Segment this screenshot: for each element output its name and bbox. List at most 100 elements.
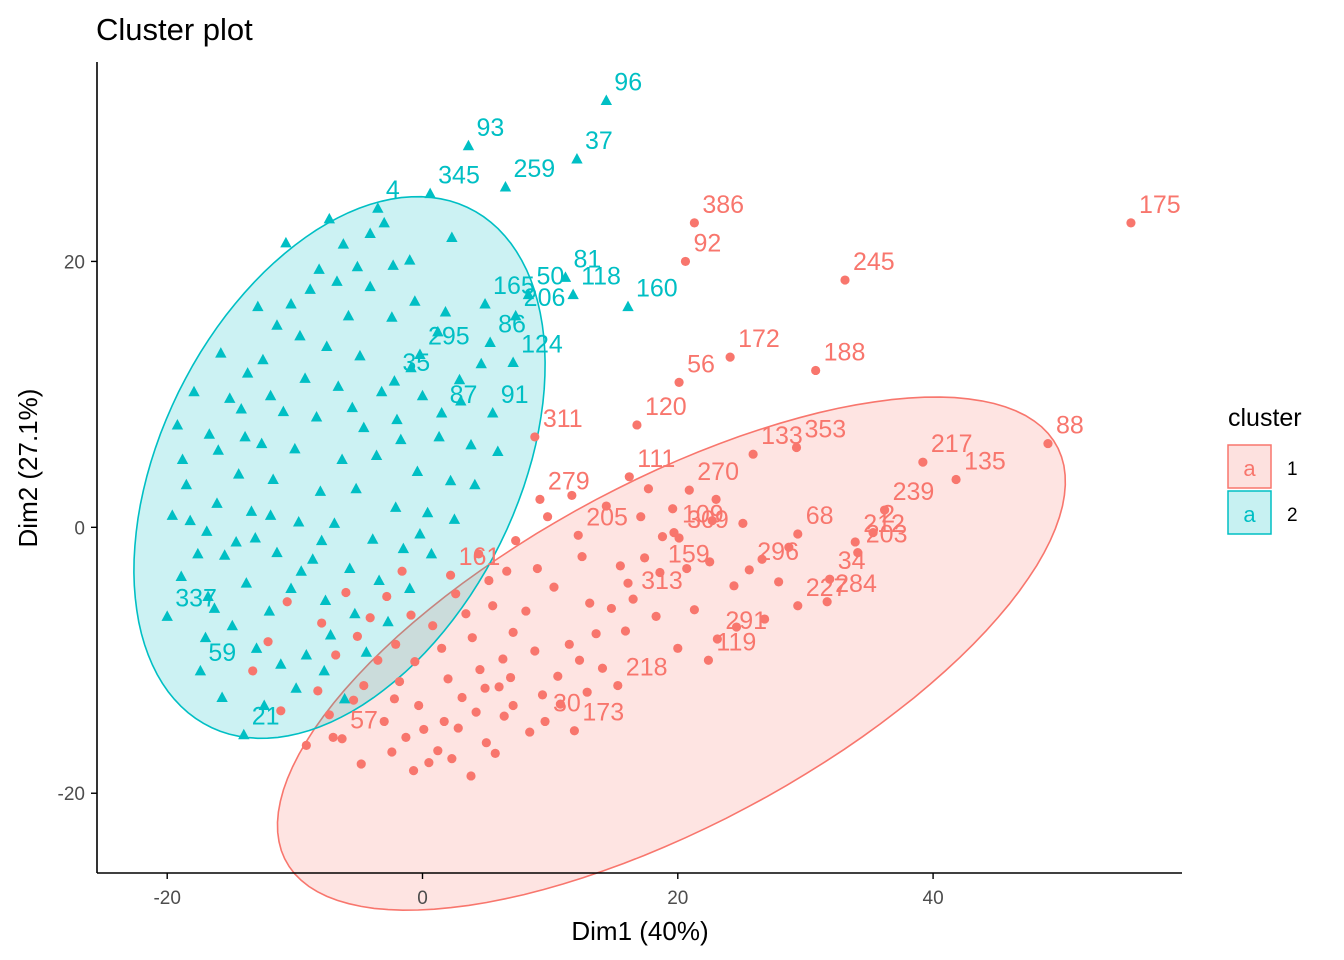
legend: cluster a 1 a 2 <box>1227 404 1302 535</box>
data-point <box>475 357 487 369</box>
data-point <box>505 672 516 683</box>
data-point <box>535 494 545 505</box>
data-point <box>201 525 213 536</box>
point-label: 109 <box>682 501 724 529</box>
y-tick-label: 0 <box>74 518 85 539</box>
data-point <box>263 605 276 616</box>
data-point <box>313 263 325 274</box>
legend-glyph-1: a <box>1243 456 1256 481</box>
data-point <box>711 494 721 505</box>
point-label: 4 <box>386 176 400 204</box>
point-label: 50 <box>536 263 564 291</box>
cluster-1-ellipse <box>276 396 1067 912</box>
data-point <box>462 139 475 151</box>
point-label: 353 <box>805 416 847 444</box>
point-label: 124 <box>521 330 563 358</box>
data-point <box>571 153 583 164</box>
data-point <box>484 336 496 348</box>
data-point <box>360 646 373 657</box>
data-point <box>421 506 434 518</box>
data-point <box>166 509 179 520</box>
point-label: 119 <box>716 628 756 656</box>
data-point <box>382 615 394 627</box>
data-point <box>314 485 327 496</box>
data-point <box>744 565 754 575</box>
data-point <box>601 501 611 511</box>
point-label: 291 <box>725 607 767 635</box>
data-point <box>404 254 416 265</box>
data-point <box>559 271 572 282</box>
data-point <box>372 202 384 213</box>
data-point <box>397 542 410 554</box>
data-point <box>364 280 376 292</box>
data-point <box>446 231 458 242</box>
data-point <box>295 565 307 576</box>
data-point <box>411 465 424 476</box>
data-point <box>542 512 553 522</box>
point-label: 165 <box>493 272 535 300</box>
data-point <box>703 655 714 665</box>
legend-glyph-2: a <box>1243 502 1256 527</box>
data-point <box>624 472 634 482</box>
data-point <box>414 700 424 711</box>
data-point <box>379 716 389 727</box>
point-label: 34 <box>838 547 866 575</box>
data-point <box>540 716 550 727</box>
point-label: 91 <box>501 381 529 409</box>
data-point <box>712 634 722 644</box>
data-point <box>951 474 961 485</box>
data-point <box>490 748 500 758</box>
data-point <box>622 300 634 312</box>
data-point <box>680 256 691 267</box>
x-tick-label: 20 <box>667 888 688 909</box>
data-point <box>188 385 200 397</box>
data-point <box>226 619 239 631</box>
data-point <box>620 626 631 636</box>
data-point <box>1043 438 1053 449</box>
data-point <box>825 574 835 584</box>
data-point <box>389 694 400 704</box>
data-point <box>409 295 421 306</box>
data-point <box>263 637 273 647</box>
data-point <box>304 283 316 294</box>
data-point <box>447 754 457 764</box>
legend-label-2: 2 <box>1287 505 1298 526</box>
point-label: 313 <box>641 567 683 595</box>
data-point <box>424 187 436 199</box>
data-point <box>323 212 336 224</box>
data-point <box>194 664 207 676</box>
data-point <box>793 529 803 539</box>
point-label: 284 <box>835 570 877 598</box>
data-point <box>705 557 715 567</box>
data-point <box>328 517 341 528</box>
data-point <box>406 610 416 620</box>
data-point <box>597 663 608 673</box>
data-point <box>433 430 445 442</box>
data-point <box>444 474 457 486</box>
data-point <box>394 676 405 687</box>
data-point <box>466 771 476 781</box>
data-point <box>655 567 665 578</box>
data-point <box>180 478 193 490</box>
data-point <box>509 309 522 321</box>
data-point <box>252 300 264 312</box>
y-tick-label: 20 <box>64 252 85 273</box>
point-label: 135 <box>964 447 1006 475</box>
data-point <box>240 577 253 588</box>
chart-title: Cluster plot <box>96 12 253 47</box>
data-point <box>276 706 286 716</box>
data-point <box>439 716 449 727</box>
data-point <box>397 566 407 576</box>
data-point <box>868 528 878 538</box>
data-point <box>428 621 438 631</box>
data-point <box>484 575 494 586</box>
data-point <box>729 581 739 591</box>
data-point <box>342 309 355 321</box>
data-point <box>175 570 187 582</box>
point-label: 217 <box>931 430 973 458</box>
data-point <box>537 690 548 700</box>
point-label: 81 <box>573 245 601 273</box>
data-point <box>203 428 216 439</box>
data-point <box>336 453 348 465</box>
data-point <box>395 433 407 445</box>
